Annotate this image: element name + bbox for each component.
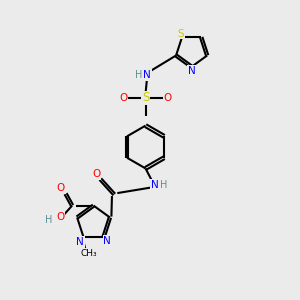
Text: H: H	[160, 180, 167, 190]
Text: S: S	[142, 92, 149, 104]
Text: O: O	[92, 169, 101, 179]
Text: O: O	[119, 93, 128, 103]
Text: S: S	[177, 28, 184, 39]
Text: N: N	[151, 180, 158, 190]
Text: O: O	[56, 212, 64, 222]
Text: O: O	[164, 93, 172, 103]
Text: CH₃: CH₃	[80, 249, 97, 258]
Text: N: N	[188, 66, 196, 76]
Text: H: H	[135, 70, 143, 80]
Text: O: O	[57, 183, 65, 193]
Text: H: H	[45, 215, 52, 225]
Text: N: N	[143, 70, 151, 80]
Text: N: N	[103, 236, 111, 246]
Text: N: N	[76, 237, 84, 247]
